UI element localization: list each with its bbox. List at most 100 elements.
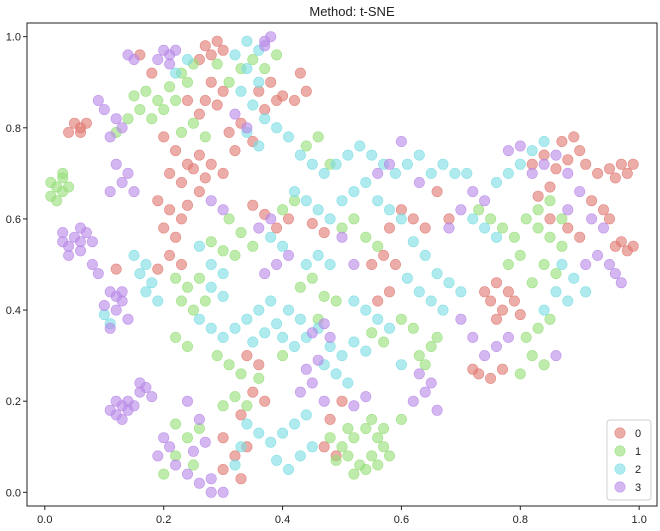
- point-series-0: [502, 286, 514, 298]
- point-series-1: [419, 359, 431, 371]
- point-series-2: [461, 167, 473, 179]
- point-series-1: [193, 272, 205, 284]
- point-series-0: [562, 154, 574, 166]
- point-series-0: [496, 304, 508, 316]
- point-series-1: [532, 204, 544, 216]
- point-series-1: [182, 432, 194, 444]
- point-series-0: [217, 167, 229, 179]
- point-series-0: [199, 172, 211, 184]
- legend-marker-3: [614, 481, 626, 493]
- point-series-2: [502, 167, 514, 179]
- point-series-2: [265, 436, 277, 448]
- point-series-3: [110, 113, 122, 125]
- point-series-2: [259, 327, 271, 339]
- point-series-1: [199, 131, 211, 143]
- point-series-3: [134, 377, 146, 389]
- point-series-2: [229, 322, 241, 334]
- point-series-0: [217, 85, 229, 97]
- point-series-3: [312, 354, 324, 366]
- point-series-0: [568, 131, 580, 143]
- point-series-2: [449, 167, 461, 179]
- point-series-1: [45, 177, 57, 189]
- point-series-2: [247, 99, 259, 111]
- point-series-3: [170, 459, 182, 471]
- point-series-2: [389, 167, 401, 179]
- point-series-1: [229, 249, 241, 261]
- point-series-2: [217, 331, 229, 343]
- point-series-0: [199, 95, 211, 107]
- point-series-1: [259, 63, 271, 75]
- point-series-2: [253, 140, 265, 152]
- point-series-1: [556, 213, 568, 225]
- point-series-2: [383, 322, 395, 334]
- point-series-1: [395, 313, 407, 325]
- point-series-2: [330, 158, 342, 170]
- point-series-3: [282, 249, 294, 261]
- point-series-1: [235, 368, 247, 380]
- point-series-2: [443, 277, 455, 289]
- point-series-0: [247, 199, 259, 211]
- point-series-0: [152, 195, 164, 207]
- point-series-1: [372, 240, 384, 252]
- point-series-0: [205, 158, 217, 170]
- point-series-3: [562, 167, 574, 179]
- point-series-3: [306, 327, 318, 339]
- point-series-2: [556, 258, 568, 270]
- point-series-3: [514, 140, 526, 152]
- point-series-1: [182, 76, 194, 88]
- point-series-0: [627, 240, 639, 252]
- point-series-3: [383, 158, 395, 170]
- point-series-3: [128, 186, 140, 198]
- point-series-0: [247, 386, 259, 398]
- point-series-0: [627, 158, 639, 170]
- point-series-2: [455, 286, 467, 298]
- point-series-3: [443, 222, 455, 234]
- point-series-2: [490, 231, 502, 243]
- point-series-1: [199, 295, 211, 307]
- point-series-3: [580, 258, 592, 270]
- point-series-3: [550, 149, 562, 161]
- point-series-1: [538, 359, 550, 371]
- point-series-1: [318, 290, 330, 302]
- point-series-2: [140, 258, 152, 270]
- point-series-1: [170, 95, 182, 107]
- point-series-3: [193, 413, 205, 425]
- point-series-2: [259, 113, 271, 125]
- point-series-1: [360, 422, 372, 434]
- point-series-3: [413, 177, 425, 189]
- point-series-1: [253, 372, 265, 384]
- legend-label-0: 0: [635, 428, 641, 440]
- point-series-1: [134, 104, 146, 116]
- point-series-1: [176, 126, 188, 138]
- legend-marker-2: [614, 463, 626, 475]
- point-series-2: [467, 213, 479, 225]
- point-series-2: [300, 409, 312, 421]
- point-series-1: [271, 49, 283, 61]
- point-series-1: [544, 231, 556, 243]
- point-series-2: [294, 149, 306, 161]
- point-series-1: [223, 213, 235, 225]
- point-series-2: [170, 67, 182, 79]
- point-series-0: [603, 163, 615, 175]
- point-series-3: [98, 299, 110, 311]
- point-series-3: [92, 268, 104, 280]
- point-series-1: [538, 258, 550, 270]
- point-series-2: [348, 295, 360, 307]
- plot-area-frame: [26, 22, 658, 507]
- point-series-0: [603, 213, 615, 225]
- point-series-0: [164, 167, 176, 179]
- point-series-0: [532, 190, 544, 202]
- point-series-2: [538, 136, 550, 148]
- point-series-3: [259, 40, 271, 52]
- point-series-1: [372, 459, 384, 471]
- point-series-0: [158, 131, 170, 143]
- point-series-2: [306, 441, 318, 453]
- point-series-1: [366, 413, 378, 425]
- point-series-3: [455, 204, 467, 216]
- x-axis-ticks: 0.0 0.2 0.4 0.6 0.8 1.0: [37, 506, 647, 526]
- point-series-1: [378, 336, 390, 348]
- point-series-1: [277, 350, 289, 362]
- point-series-3: [116, 413, 128, 425]
- point-series-1: [330, 295, 342, 307]
- point-series-1: [425, 340, 437, 352]
